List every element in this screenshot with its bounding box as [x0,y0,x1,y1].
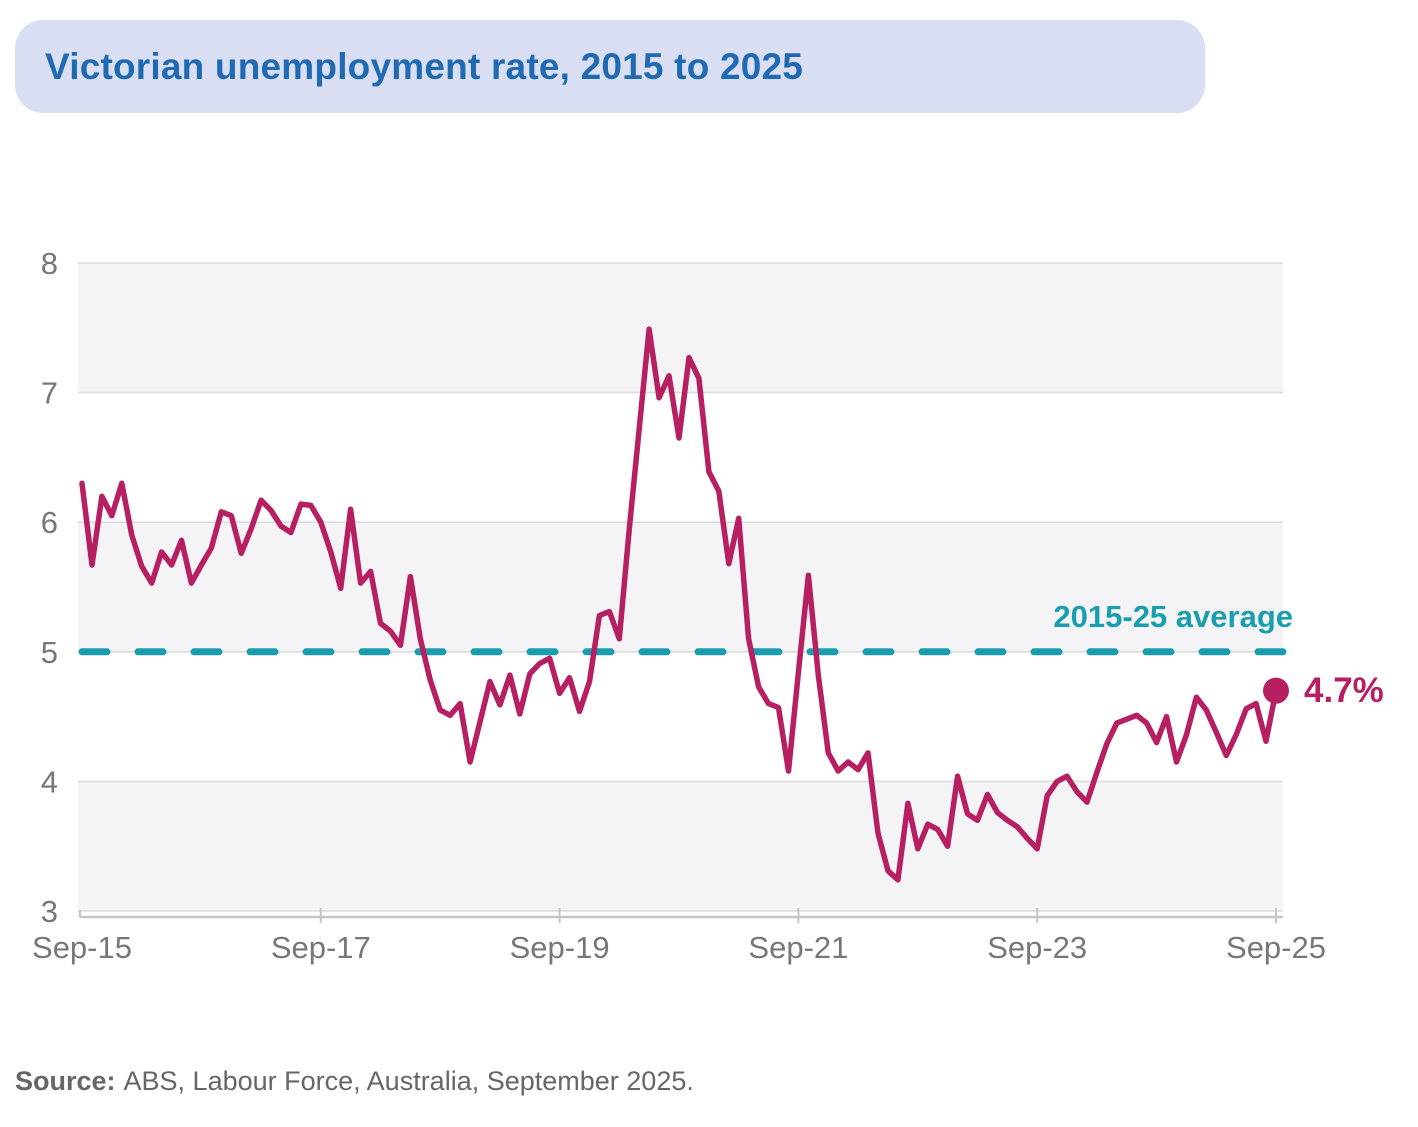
title-banner: Victorian unemployment rate, 2015 to 202… [15,20,1205,113]
x-axis-label: Sep-15 [32,930,132,965]
band-3-4 [78,781,1283,911]
x-axis-label: Sep-23 [987,930,1087,965]
end-point-marker [1263,677,1289,704]
x-axis-label: Sep-25 [1226,930,1326,965]
band-5-6 [78,522,1283,652]
x-axis-label: Sep-21 [748,930,848,965]
source-note: Source: ABS, Labour Force, Australia, Sep… [15,1066,694,1097]
source-text: ABS, Labour Force, Australia, September … [123,1066,694,1096]
y-axis-label: 5 [41,635,58,670]
average-line-label: 2015-25 average [1053,599,1293,634]
x-axis-label: Sep-17 [271,930,371,965]
x-axis-label: Sep-19 [510,930,610,965]
y-axis-label: 7 [41,376,58,411]
y-axis-label: 4 [41,764,58,799]
source-label: Source: [15,1066,116,1096]
unemployment-line [79,326,1279,883]
page-title: Victorian unemployment rate, 2015 to 202… [45,45,804,87]
y-axis-label: 3 [41,894,58,929]
end-value-label: 4.7% [1304,671,1384,710]
band-7-8 [78,263,1283,393]
y-axis-label: 6 [41,505,58,540]
y-axis-label: 8 [41,246,58,281]
